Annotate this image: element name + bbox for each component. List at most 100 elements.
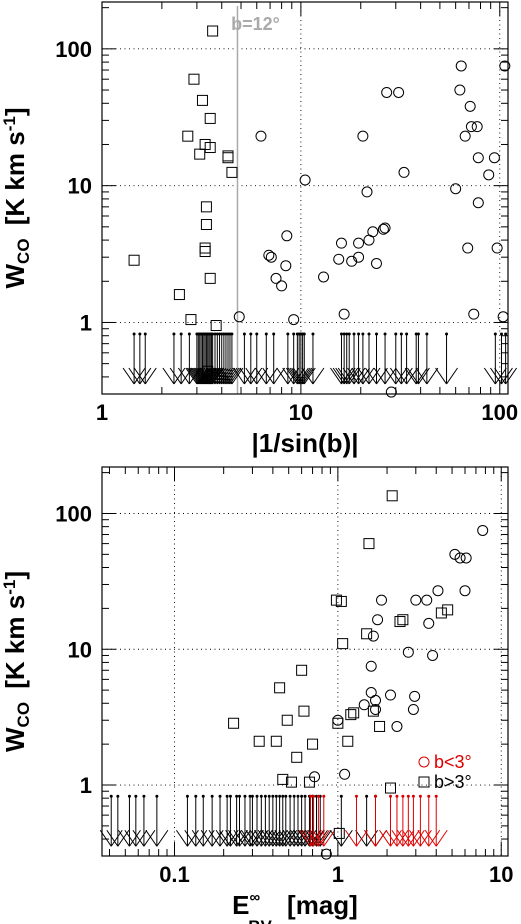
x-axis-label-part: ∞: [250, 889, 261, 906]
arrow-head: [232, 367, 245, 385]
data-point-circle: [299, 174, 311, 186]
data-point-circle: [265, 251, 277, 263]
arrow-head: [117, 829, 130, 847]
arrow-head: [218, 367, 231, 385]
data-point-square: [337, 638, 349, 650]
data-point-circle: [497, 311, 509, 323]
upper-limit-arrow: [241, 794, 264, 847]
upper-limit-arrow: [417, 794, 441, 847]
arrow-head: [257, 829, 270, 847]
data-point-square: [342, 735, 354, 747]
upper-limit-arrow: [301, 332, 325, 385]
arrow-head: [335, 367, 348, 385]
arrow-cap: [235, 794, 239, 798]
arrow-head: [289, 367, 302, 385]
arrow-cap: [116, 794, 120, 798]
x-axis-label-part: [mag]: [280, 890, 358, 920]
arrow-head: [290, 829, 303, 847]
arrow-cap: [185, 794, 189, 798]
data-point-square: [200, 201, 212, 213]
data-point-circle: [472, 197, 484, 209]
arrow-cap: [300, 794, 304, 798]
arrow-cap: [425, 332, 429, 336]
data-point-circle: [371, 257, 383, 269]
arrow-head: [396, 829, 409, 847]
arrow-cap: [339, 794, 343, 798]
data-point-circle: [402, 646, 414, 658]
data-point-square: [363, 538, 375, 550]
arrow-head: [228, 829, 240, 847]
data-point-square: [296, 664, 308, 676]
data-point-circle: [483, 169, 495, 181]
data-point-circle: [464, 100, 476, 112]
arrow-cap: [255, 794, 259, 798]
arrow-head: [215, 829, 228, 847]
arrow-cap: [278, 794, 282, 798]
arrow-head: [376, 367, 388, 385]
arrow-head: [176, 829, 188, 847]
upper-limit-arrow: [291, 332, 315, 385]
upper-limit-arrow: [99, 794, 123, 847]
vline-label: b=12°: [231, 14, 280, 34]
arrow-cap: [302, 332, 306, 336]
legend-marker-square: [418, 776, 430, 788]
upper-limit-arrow: [365, 332, 388, 385]
arrow-cap: [201, 794, 205, 798]
data-point-circle: [491, 242, 503, 254]
arrow-head: [238, 829, 251, 847]
panel-bottom: 0.1 1 10 1 10 100 WCO [K km s-1] E∞ BV [mag] b<3°…: [0, 466, 513, 924]
upper-limit-arrow: [225, 794, 249, 847]
arrow-cap: [109, 794, 113, 798]
arrow-head: [389, 367, 402, 385]
arrow-head: [401, 829, 414, 847]
upper-limit-arrow: [364, 794, 387, 847]
arrow-cap: [389, 794, 393, 798]
arrow-cap: [352, 332, 356, 336]
arrow-head: [195, 829, 208, 847]
arrow-cap: [264, 332, 268, 336]
arrow-head: [385, 829, 398, 847]
arrow-cap: [263, 794, 267, 798]
arrow-cap: [242, 332, 246, 336]
arrow-head: [342, 367, 355, 385]
data-point-circle: [385, 386, 397, 398]
arrow-head: [285, 829, 298, 847]
data-point-square: [332, 717, 344, 729]
x-axis-label: E∞ BV [mag]: [232, 889, 358, 924]
arrow-head: [490, 367, 502, 385]
data-point-square: [182, 130, 194, 142]
arrow-head: [253, 829, 266, 847]
upper-limit-arrow: [239, 332, 263, 385]
data-point-circle: [365, 660, 377, 672]
upper-limit-arrow: [145, 794, 169, 847]
upper-limit-arrow: [347, 332, 370, 385]
upper-limit-arrow: [415, 332, 439, 385]
data-point-square: [277, 773, 289, 785]
arrow-head: [177, 367, 190, 385]
arrow-cap: [259, 794, 263, 798]
arrow-cap: [142, 794, 146, 798]
arrow-head: [184, 829, 197, 847]
arrow-cap: [250, 794, 254, 798]
y-axis-label-part: ]: [0, 108, 30, 117]
data-point-circle: [372, 614, 384, 626]
upper-limit-arrow: [215, 794, 239, 847]
data-point-circle: [255, 130, 267, 142]
arrow-cap: [225, 794, 229, 798]
x-tick-label: 0.1: [159, 862, 190, 887]
arrow-cap: [427, 794, 431, 798]
data-point-circle: [385, 689, 397, 701]
x-tick-label: 10: [289, 400, 313, 425]
data-point-circle: [471, 121, 483, 133]
arrow-cap: [414, 332, 418, 336]
data-point-circle: [410, 594, 422, 606]
arrow-head: [364, 829, 376, 847]
y-tick-label: 1: [80, 773, 92, 798]
upper-limit-arrow: [124, 794, 148, 847]
arrow-head: [256, 829, 269, 847]
data-point-circle: [370, 703, 382, 715]
arrow-cap: [274, 794, 278, 798]
data-point-square: [274, 682, 286, 694]
legend-label: b<3°: [434, 752, 472, 772]
arrow-head: [312, 829, 325, 847]
